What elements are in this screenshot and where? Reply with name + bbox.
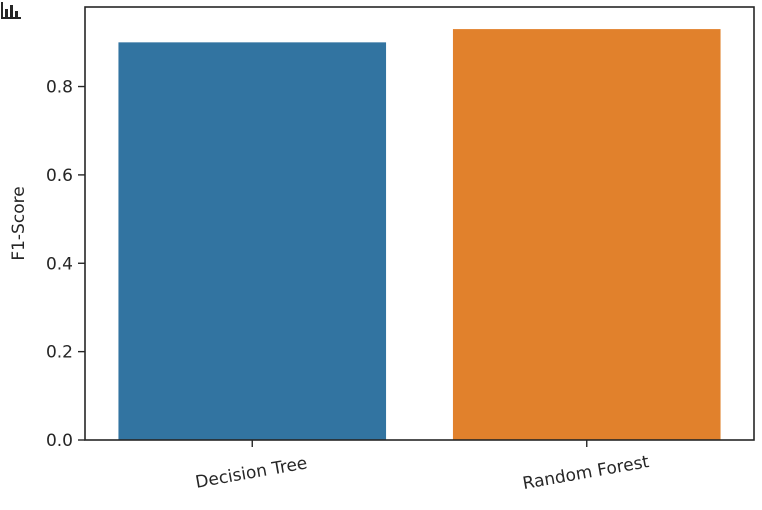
plot-frame [84, 6, 755, 441]
y-tick-label: 0.2 [46, 343, 73, 363]
bar-decision-tree [118, 42, 387, 441]
y-tick-label: 0.4 [46, 254, 73, 274]
bars-group [118, 29, 721, 441]
bar-chart-icon [1, 2, 21, 19]
y-tick-label: 0.6 [46, 166, 73, 186]
bar-random-forest [452, 29, 721, 441]
y-tick-label: 0.0 [46, 431, 73, 451]
x-axis-ticks: Decision Tree Random Forest [194, 440, 651, 494]
y-tick-label: 0.8 [46, 78, 73, 98]
y-axis-label: F1-Score [9, 186, 29, 260]
x-tick-label: Random Forest [521, 452, 651, 494]
y-axis-ticks: 0.0 0.2 0.4 0.6 0.8 [46, 78, 85, 451]
x-tick-label: Decision Tree [194, 453, 309, 492]
